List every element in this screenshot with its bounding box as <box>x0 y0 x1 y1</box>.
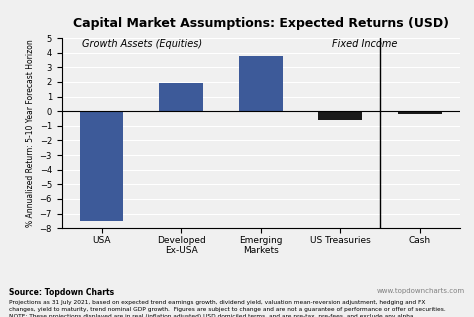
Text: changes, yield to maturity, trend nominal GDP growth.  Figures are subject to ch: changes, yield to maturity, trend nomina… <box>9 307 446 312</box>
Text: NOTE: These projections displayed are in real (inflation adjusted) USD domiciled: NOTE: These projections displayed are in… <box>9 314 416 317</box>
Text: Fixed Income: Fixed Income <box>332 39 398 49</box>
Bar <box>398 111 442 114</box>
Bar <box>239 55 283 111</box>
Title: Capital Market Assumptions: Expected Returns (USD): Capital Market Assumptions: Expected Ret… <box>73 17 449 30</box>
Bar <box>319 111 362 120</box>
Text: Growth Assets (Equities): Growth Assets (Equities) <box>82 39 202 49</box>
Text: www.topdowncharts.com: www.topdowncharts.com <box>376 288 465 294</box>
Bar <box>159 83 203 111</box>
Bar <box>80 111 123 221</box>
Text: Source: Topdown Charts: Source: Topdown Charts <box>9 288 115 297</box>
Text: Projections as 31 July 2021, based on expected trend earnings growth, dividend y: Projections as 31 July 2021, based on ex… <box>9 300 426 305</box>
Y-axis label: % Annualized Return: 5-10 Year Forecast Horizon: % Annualized Return: 5-10 Year Forecast … <box>27 39 36 227</box>
